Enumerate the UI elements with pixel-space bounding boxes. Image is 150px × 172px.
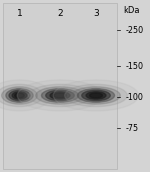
- Text: -250: -250: [125, 26, 143, 35]
- Ellipse shape: [86, 92, 106, 99]
- Text: 1: 1: [17, 9, 22, 18]
- Ellipse shape: [9, 90, 30, 101]
- Ellipse shape: [29, 84, 91, 107]
- Text: 3: 3: [93, 9, 99, 18]
- Ellipse shape: [46, 90, 74, 101]
- Ellipse shape: [82, 90, 110, 101]
- Text: 2: 2: [57, 9, 63, 18]
- Ellipse shape: [54, 93, 66, 98]
- Ellipse shape: [0, 80, 51, 111]
- Ellipse shape: [36, 87, 84, 104]
- Ellipse shape: [65, 84, 127, 107]
- Ellipse shape: [15, 93, 24, 98]
- Bar: [3, 3, 117, 169]
- Ellipse shape: [53, 80, 139, 111]
- Text: -100: -100: [125, 93, 143, 102]
- Text: kDa: kDa: [123, 6, 140, 15]
- Ellipse shape: [41, 89, 79, 102]
- Text: -75: -75: [125, 124, 138, 133]
- Ellipse shape: [0, 84, 43, 107]
- Ellipse shape: [12, 92, 27, 99]
- Text: -150: -150: [125, 62, 143, 71]
- Ellipse shape: [90, 93, 102, 98]
- Ellipse shape: [17, 80, 103, 111]
- Ellipse shape: [50, 92, 70, 99]
- Ellipse shape: [6, 89, 33, 102]
- Ellipse shape: [2, 87, 37, 104]
- Ellipse shape: [72, 87, 120, 104]
- Ellipse shape: [77, 89, 115, 102]
